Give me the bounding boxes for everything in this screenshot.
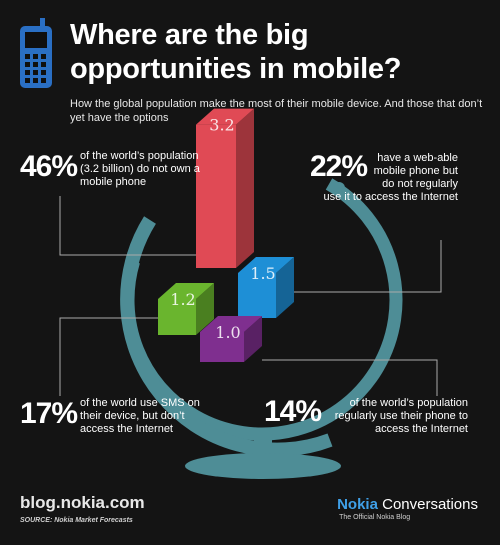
bar-front-face (196, 124, 236, 268)
globe-pivot (333, 182, 345, 194)
stat-text: of the world’s population (3.2 billion) … (80, 150, 200, 188)
bar-side-face (196, 283, 214, 335)
bar-front-face (200, 332, 244, 362)
blog-url[interactable]: blog.nokia.com (20, 493, 145, 512)
bar-group: 3.2 1.5 1.2 1.0 (158, 108, 294, 362)
stat-46: 46% of the world’s population (3.2 billi… (20, 150, 220, 189)
stat-17: 17% of the world use SMS on their device… (20, 397, 220, 436)
bar-top-face (158, 283, 214, 299)
bar-3.2: 3.2 (196, 108, 254, 268)
globe-stem (254, 440, 272, 456)
bar-top-face (238, 257, 294, 273)
bar-side-face (236, 108, 254, 268)
stat-percent: 17% (20, 397, 78, 430)
bar-1.0: 1.0 (200, 316, 262, 362)
stat-14: 14% of the world’s population regularly … (258, 397, 468, 436)
mobile-phone-icon (20, 18, 52, 88)
stat-text: have a web-able mobile phone but do not … (323, 152, 458, 203)
globe-ring (121, 159, 403, 441)
connector-22 (290, 240, 442, 293)
bar-value-label: 3.2 (209, 116, 234, 135)
bar-1.5: 1.5 (238, 257, 294, 318)
stat-text: of the world’s population regularly use … (334, 397, 468, 435)
bar-front-face (238, 273, 276, 318)
bar-top-face (196, 108, 254, 125)
brand-tagline: The Official Nokia Blog (339, 514, 411, 521)
stat-percent: 46% (20, 150, 78, 183)
stat-text: of the world use SMS on their device, bu… (80, 397, 200, 435)
stat-percent: 22% (310, 150, 368, 183)
source-note: SOURCE: Nokia Market Forecasts (20, 517, 133, 524)
bar-side-face (276, 257, 294, 318)
bar-value-label: 1.2 (170, 290, 195, 309)
stat-percent: 14% (264, 395, 322, 428)
bar-top-face (200, 316, 262, 332)
page-subtitle: How the global population make the most … (70, 98, 483, 124)
globe-meridian (120, 216, 333, 457)
brand-suffix: Conversations (377, 496, 478, 513)
bar-value-label: 1.0 (215, 323, 240, 342)
stat-22: 22% have a web-able mobile phone but do … (278, 152, 458, 204)
bar-1.2: 1.2 (158, 283, 214, 335)
bar-side-face (244, 316, 262, 362)
brand-name: Nokia (337, 496, 378, 513)
bar-value-label: 1.5 (250, 264, 275, 283)
brand-logo: Nokia Conversations The Official Nokia B… (337, 496, 478, 521)
connector-46 (59, 196, 196, 256)
connector-17 (59, 317, 172, 396)
globe-base (185, 453, 341, 479)
page-title: Where are the big opportunities in mobil… (70, 19, 402, 85)
bar-front-face (158, 299, 196, 335)
connector-14 (262, 359, 438, 396)
